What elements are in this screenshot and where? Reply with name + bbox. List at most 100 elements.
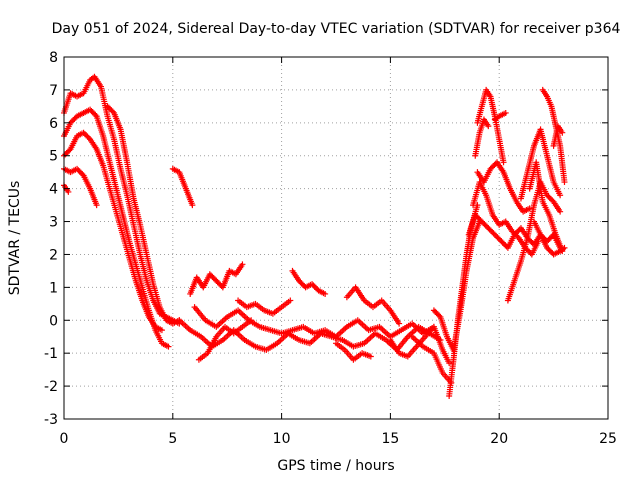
data-point bbox=[494, 234, 501, 241]
data-point bbox=[545, 193, 552, 200]
data-point bbox=[64, 148, 71, 155]
data-point bbox=[480, 219, 487, 226]
data-point bbox=[312, 285, 319, 292]
data-point bbox=[68, 118, 75, 125]
data-series bbox=[61, 73, 568, 399]
data-point bbox=[487, 165, 494, 172]
y-tick-label: -1 bbox=[44, 346, 58, 362]
series-track-3 bbox=[61, 129, 165, 334]
data-point bbox=[544, 192, 551, 199]
series-track-8 bbox=[187, 261, 246, 297]
data-point bbox=[546, 235, 553, 242]
data-point bbox=[109, 108, 116, 115]
x-tick-label: 10 bbox=[273, 431, 291, 447]
data-point bbox=[490, 230, 497, 237]
series-track-4 bbox=[61, 165, 100, 209]
data-point bbox=[526, 205, 533, 212]
data-point bbox=[547, 196, 554, 203]
data-point bbox=[561, 179, 568, 186]
data-point bbox=[77, 169, 84, 176]
data-point bbox=[513, 232, 520, 239]
data-point bbox=[476, 215, 483, 222]
data-point bbox=[75, 167, 82, 174]
data-point bbox=[489, 229, 496, 236]
data-point bbox=[502, 242, 509, 249]
series-track-31 bbox=[526, 159, 566, 255]
y-tick-label: 3 bbox=[49, 215, 58, 231]
data-point bbox=[481, 221, 488, 228]
series-track-7 bbox=[169, 165, 196, 209]
data-point bbox=[484, 223, 491, 230]
data-point bbox=[491, 231, 498, 238]
data-point bbox=[108, 107, 115, 114]
plot-frame bbox=[63, 56, 609, 420]
data-point bbox=[490, 163, 497, 170]
data-point bbox=[74, 165, 81, 172]
data-point bbox=[547, 234, 554, 241]
y-tick-label: 8 bbox=[49, 50, 58, 66]
data-point bbox=[367, 353, 374, 360]
data-point bbox=[322, 290, 329, 297]
y-tick-label: -3 bbox=[44, 412, 58, 428]
data-point bbox=[298, 280, 305, 287]
data-point bbox=[526, 248, 533, 255]
data-point bbox=[511, 231, 518, 238]
data-point bbox=[477, 217, 484, 224]
data-point bbox=[80, 129, 87, 136]
chart-title: Day 051 of 2024, Sidereal Day-to-day VTE… bbox=[52, 21, 621, 37]
data-point bbox=[545, 236, 552, 243]
data-point bbox=[239, 261, 246, 268]
data-point bbox=[89, 109, 96, 116]
data-point bbox=[498, 238, 505, 245]
data-point bbox=[299, 281, 306, 288]
data-point bbox=[528, 238, 535, 245]
data-point bbox=[535, 238, 542, 245]
data-point bbox=[209, 273, 216, 280]
data-point bbox=[65, 188, 72, 195]
data-point bbox=[434, 311, 441, 318]
data-point bbox=[158, 327, 165, 334]
data-point bbox=[217, 281, 224, 288]
y-tick-label: 6 bbox=[49, 116, 58, 132]
data-point bbox=[71, 115, 78, 122]
data-point bbox=[509, 228, 516, 235]
data-point bbox=[396, 320, 403, 327]
data-point bbox=[309, 281, 316, 288]
data-point bbox=[544, 244, 551, 251]
data-point bbox=[510, 229, 517, 236]
data-point bbox=[81, 131, 88, 138]
series-track-24 bbox=[491, 109, 509, 123]
data-point bbox=[487, 227, 494, 234]
series-track-1 bbox=[61, 73, 183, 327]
data-point bbox=[545, 246, 552, 253]
data-point bbox=[497, 236, 504, 243]
y-tick-label: 2 bbox=[49, 247, 58, 263]
data-point bbox=[310, 282, 317, 289]
series-track-27 bbox=[517, 126, 564, 202]
data-point bbox=[213, 277, 220, 284]
data-point bbox=[559, 129, 566, 136]
data-point bbox=[432, 308, 439, 315]
data-point bbox=[214, 279, 221, 286]
series-track-30 bbox=[531, 218, 568, 258]
data-point bbox=[473, 213, 480, 220]
data-point bbox=[62, 151, 69, 158]
data-point bbox=[93, 202, 100, 209]
x-axis-label: GPS time / hours bbox=[277, 458, 394, 474]
data-point bbox=[485, 123, 492, 130]
y-axis-label: SDTVAR / TECUs bbox=[7, 181, 23, 296]
series-track-29 bbox=[550, 123, 566, 149]
data-point bbox=[91, 110, 98, 117]
data-point bbox=[210, 275, 217, 282]
data-point bbox=[559, 248, 566, 255]
data-point bbox=[70, 117, 77, 124]
data-point bbox=[478, 218, 485, 225]
data-point bbox=[430, 307, 437, 314]
data-point bbox=[493, 233, 500, 240]
data-point bbox=[482, 222, 489, 229]
axis-ticks: -3 -2 -1 0 1 2 3 4 5 6 7 8 0 5 10 15 20 25 bbox=[44, 50, 617, 447]
x-tick-label: 25 bbox=[599, 431, 617, 447]
y-tick-label: 7 bbox=[49, 83, 58, 99]
data-point bbox=[287, 297, 294, 304]
data-point bbox=[297, 279, 304, 286]
